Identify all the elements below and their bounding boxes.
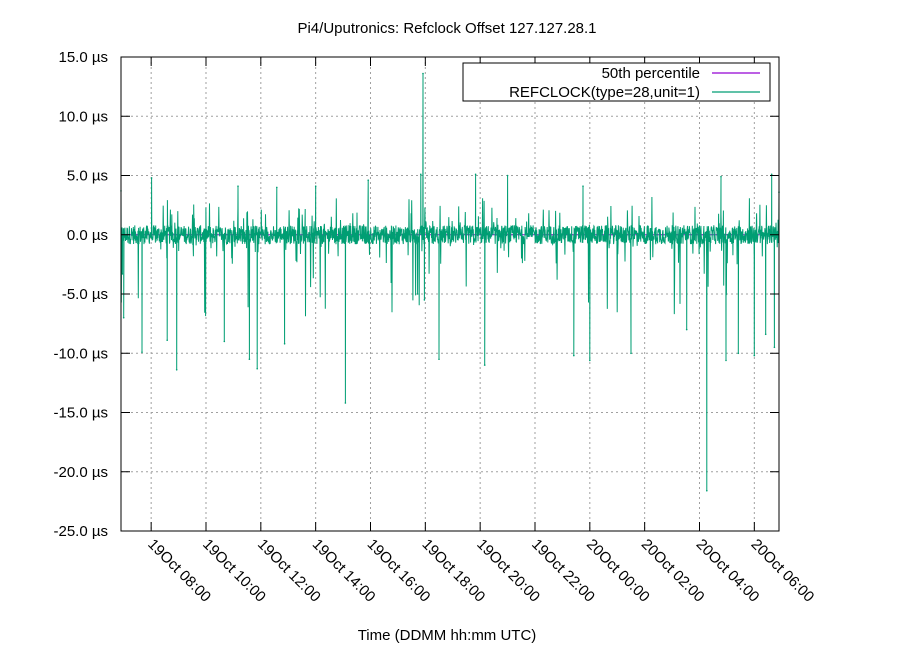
chart-title: Pi4/Uputronics: Refclock Offset 127.127.… (297, 20, 596, 37)
data-point (506, 174, 509, 177)
y-tick-label: 15.0 µs (58, 49, 108, 66)
legend-box (462, 62, 771, 102)
data-point (589, 359, 591, 362)
data-point (720, 175, 722, 178)
data-point (121, 273, 124, 275)
data-point (582, 185, 584, 187)
data-point (248, 358, 251, 361)
y-tick-label: -15.0 µs (54, 405, 109, 422)
data-point (175, 369, 178, 371)
data-point (416, 293, 419, 295)
data-point (770, 173, 773, 176)
data-point (367, 179, 370, 181)
data-point (166, 339, 168, 342)
y-tick-label: 0.0 µs (67, 227, 108, 244)
data-point (706, 489, 708, 492)
y-tick-label: -10.0 µs (54, 345, 109, 362)
data-point (438, 358, 440, 361)
y-tick-label: -5.0 µs (62, 286, 108, 303)
data-point (223, 340, 226, 343)
y-tick-label: 5.0 µs (67, 168, 108, 185)
data-point (256, 367, 259, 370)
y-tick-label: 10.0 µs (58, 108, 108, 125)
data-point (122, 316, 125, 319)
data-point (483, 364, 486, 366)
series-layer (120, 72, 780, 492)
data-point (753, 354, 756, 357)
data-point (573, 354, 575, 357)
data-point (685, 328, 688, 331)
data-point (276, 186, 278, 189)
legend-label-refclock: REFCLOCK(type=28,unit=1) (509, 84, 700, 101)
data-point (725, 359, 727, 362)
data-point (150, 177, 153, 179)
data-point (737, 352, 740, 355)
data-point (344, 402, 347, 404)
y-tick-label: -20.0 µs (54, 464, 109, 481)
data-point (422, 72, 424, 75)
data-point (423, 299, 426, 301)
data-point (314, 185, 317, 187)
data-point (141, 351, 143, 353)
data-point (237, 185, 239, 187)
x-axis-label: Time (DDMM hh:mm UTC) (358, 627, 537, 644)
data-point (630, 352, 632, 355)
legend-label-percentile: 50th percentile (602, 65, 700, 82)
data-point (474, 173, 477, 176)
series-line-refclock (120, 73, 780, 491)
y-tick-label: -25.0 µs (54, 523, 109, 540)
y-axis: 15.0 µs 10.0 µs 5.0 µs 0.0 µs -5.0 µs -10.0 µ… (54, 49, 779, 540)
data-point (773, 346, 776, 349)
legend: 50th percentile REFCLOCK(type=28,unit=1) (462, 62, 771, 102)
data-point (283, 343, 286, 345)
data-point (420, 173, 422, 176)
data-point (764, 333, 767, 336)
